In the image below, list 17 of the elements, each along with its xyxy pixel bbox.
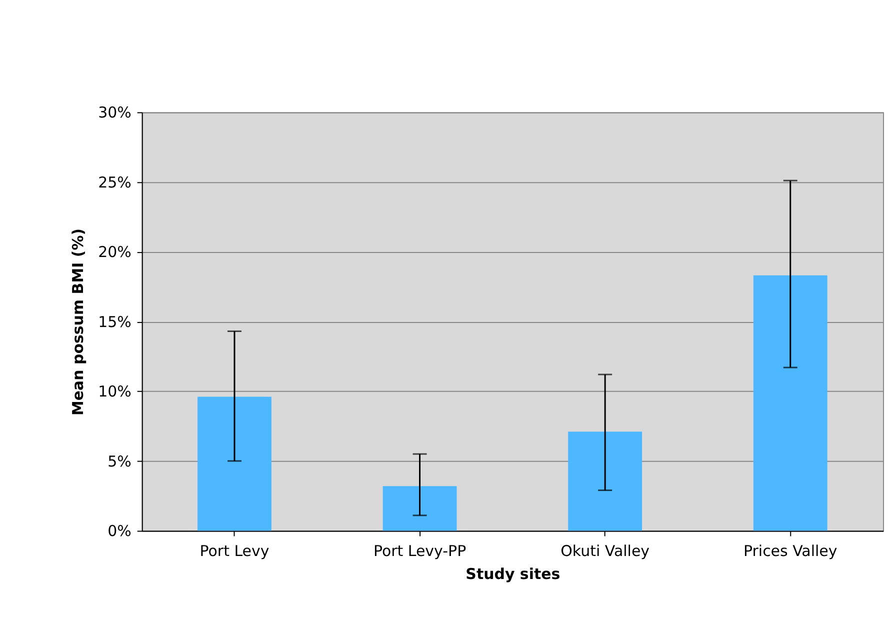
x-tick-label: Port Levy-PP	[373, 542, 466, 560]
x-tick-label: Port Levy	[200, 542, 270, 560]
y-axis-title: Mean possum BMI (%)	[69, 228, 88, 416]
y-tick-label: 30%	[98, 104, 132, 122]
y-tick-label: 5%	[108, 452, 132, 470]
y-tick-label: 0%	[108, 522, 132, 540]
y-tick-label: 25%	[98, 173, 132, 192]
bar	[198, 396, 272, 531]
bar	[382, 486, 457, 531]
bar	[753, 275, 828, 531]
y-tick-label: 10%	[98, 382, 132, 401]
x-axis-title: Study sites	[466, 565, 560, 584]
y-tick-label: 15%	[98, 312, 132, 331]
y-tick-label: 20%	[98, 243, 132, 262]
x-tick-label: Prices Valley	[744, 542, 838, 560]
bar	[568, 432, 642, 531]
x-tick-label: Okuti Valley	[560, 542, 650, 560]
